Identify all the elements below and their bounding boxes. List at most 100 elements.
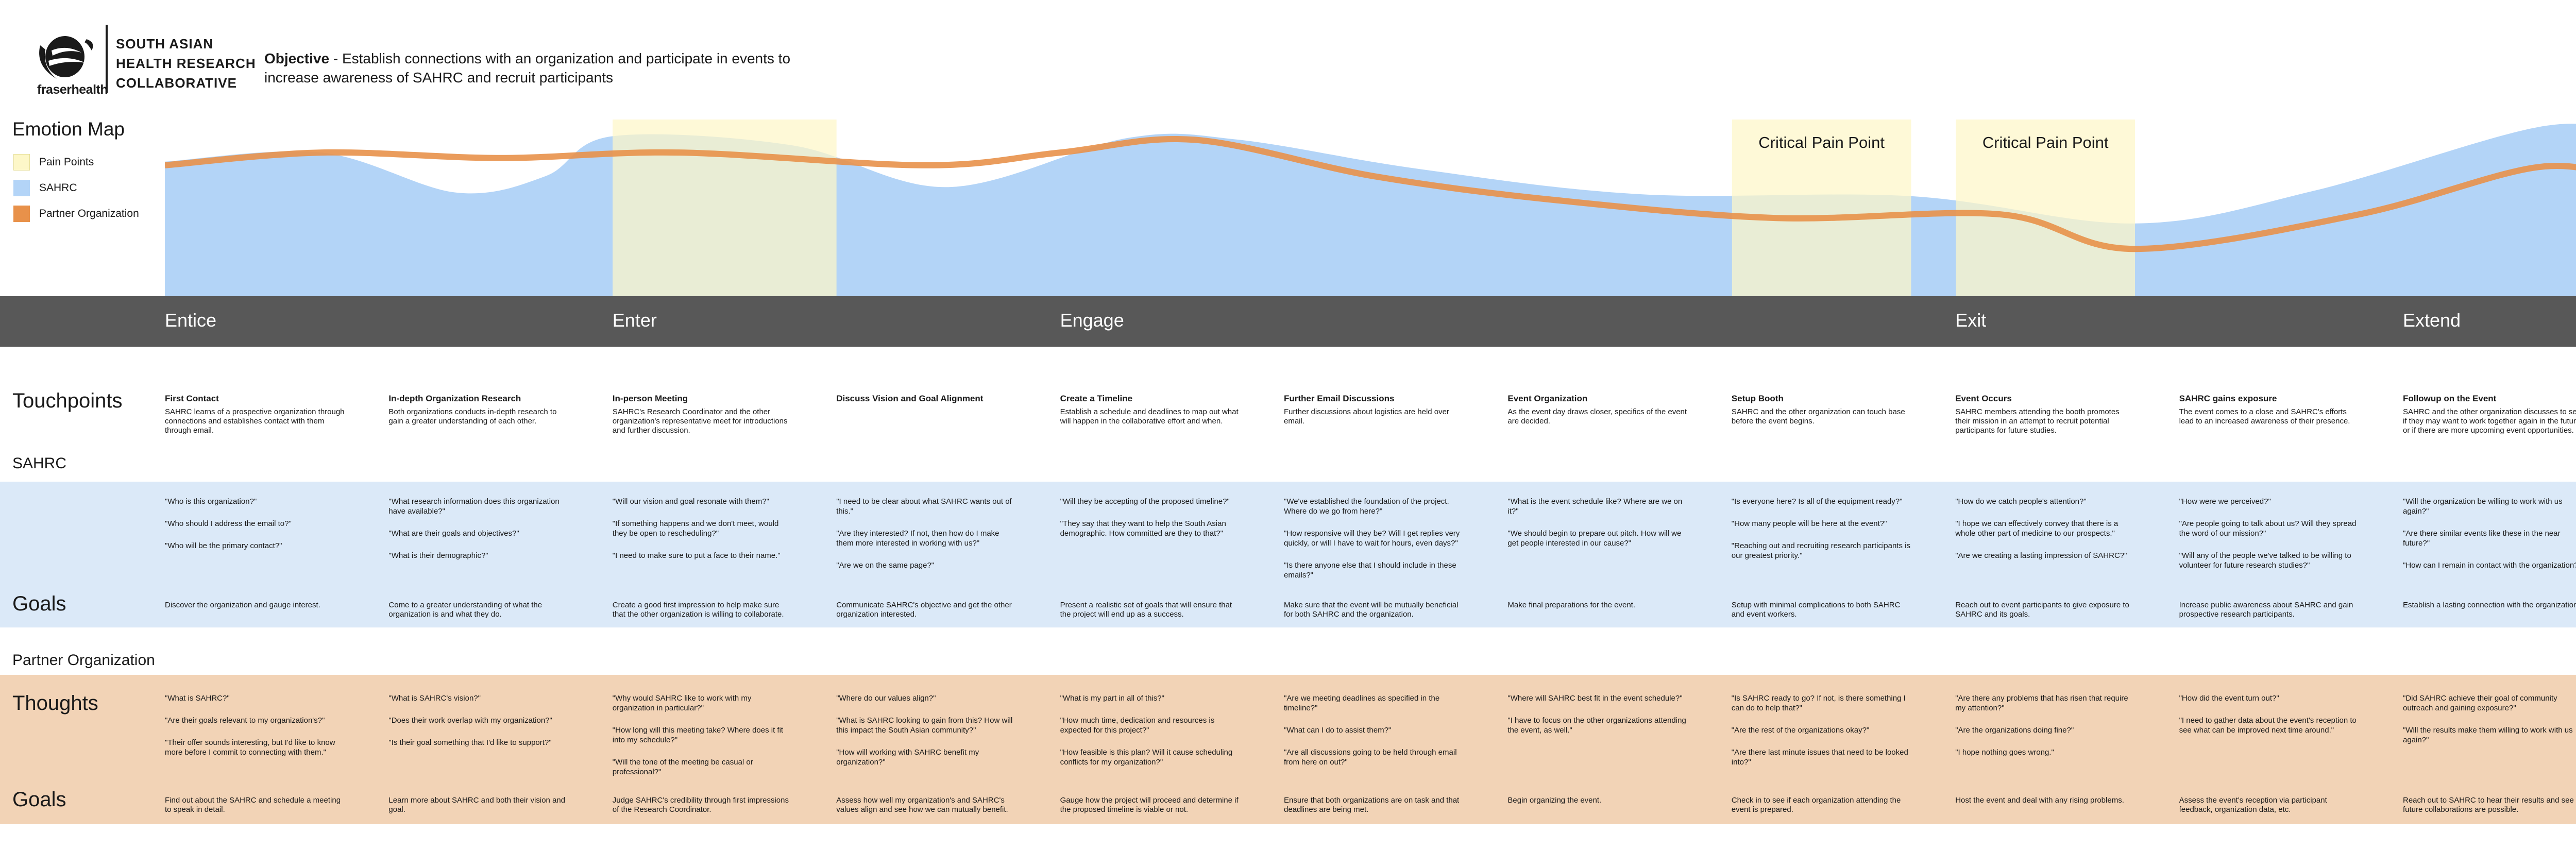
sahrc-questions: "What research information does this org… xyxy=(388,497,569,573)
sahrc-questions: "How do we catch people's attention?" "I … xyxy=(1955,497,2136,573)
partner-thought: "Are the organizations doing fine?" xyxy=(1955,726,2074,735)
pain-point-region-1 xyxy=(613,120,837,296)
stage-exit: Exit xyxy=(1955,310,1987,331)
touchpoint-description: SAHRC's Research Coordinator and the oth… xyxy=(612,407,788,435)
sahrc-goal: Make sure that the event will be mutuall… xyxy=(1284,601,1459,619)
partner-thought: "Are there last minute issues that need … xyxy=(1731,748,1908,767)
sahrc-question: "Will they be accepting of the proposed … xyxy=(1060,497,1230,506)
touchpoint-title: Event Occurs xyxy=(1955,394,2012,403)
partner-thoughts: "Are there any problems that has risen t… xyxy=(1955,693,2136,770)
sahrc-question: "I need to be clear about what SAHRC wan… xyxy=(836,497,1012,516)
partner-thought: "Will the results make them willing to w… xyxy=(2403,726,2573,744)
touchpoint-description: SAHRC and the other organization discuss… xyxy=(2403,407,2576,435)
partner-thoughts: "Where will SAHRC best fit in the event … xyxy=(1507,693,1688,747)
partner-thought: "I need to gather data about the event's… xyxy=(2179,716,2357,735)
sahrc-emotion-area xyxy=(165,124,2576,296)
partner-thought: "Will the tone of the meeting be casual … xyxy=(612,758,753,776)
touchpoint-description: SAHRC and the other organization can tou… xyxy=(1731,407,1905,426)
sahrc-questions: "Will our vision and goal resonate with … xyxy=(613,497,793,573)
sahrc-goal: Come to a greater understanding of what … xyxy=(388,601,543,619)
sahrc-questions: "How were we perceived?" "Are people goin… xyxy=(2179,497,2360,583)
touchpoint-title: Discuss Vision and Goal Alignment xyxy=(836,394,984,403)
partner-thoughts: "Are we meeting deadlines as specified i… xyxy=(1284,693,1464,779)
touchpoint: Create a Timeline Establish a schedule an… xyxy=(1060,394,1241,426)
partner-thoughts: "Is SAHRC ready to go? If not, is there … xyxy=(1732,693,1912,779)
partner-thought: "Are their goals relevant to my organiza… xyxy=(165,716,325,725)
partner-thoughts: "What is SAHRC?" "Are their goals relevan… xyxy=(165,693,345,770)
touchpoint-title: Further Email Discussions xyxy=(1284,394,1395,403)
sahrc-question: "I need to make sure to put a face to th… xyxy=(612,551,781,560)
objective-body: - Establish connections with an organiza… xyxy=(264,50,791,86)
touchpoint-description: As the event day draws closer, specifics… xyxy=(1507,407,1687,426)
sahrc-question: "Are we on the same page?" xyxy=(836,561,935,570)
partner-goal: Judge SAHRC's credibility through first … xyxy=(612,796,789,814)
partner-goals-label: Goals xyxy=(12,788,66,811)
touchpoint: In-person Meeting SAHRC's Research Coordi… xyxy=(613,394,793,435)
sahrc-question: "Will any of the people we've talked to … xyxy=(2179,551,2351,570)
sahrc-question: "Are there similar events like these in … xyxy=(2403,529,2561,548)
partner-thought: "I have to focus on the other organizati… xyxy=(1507,716,1686,735)
sahrc-questions: "Will they be accepting of the proposed … xyxy=(1060,497,1241,551)
partner-goal: Learn more about SAHRC and both their vi… xyxy=(388,796,566,814)
stage-enter: Enter xyxy=(612,310,657,331)
sahrc-question: "What research information does this org… xyxy=(388,497,560,516)
sahrc-goal: Present a realistic set of goals that wi… xyxy=(1060,601,1232,619)
partner-thought: "How will working with SAHRC benefit my … xyxy=(836,748,979,767)
sahrc-questions: "Is everyone here? Is all of the equipme… xyxy=(1732,497,1912,573)
partner-thought: "What is SAHRC's vision?" xyxy=(388,694,481,703)
sahrc-question: "How can I remain in contact with the or… xyxy=(2403,561,2576,570)
sahrc-questions: "Will the organization be willing to wor… xyxy=(2403,497,2576,583)
touchpoint: Setup Booth SAHRC and the other organizat… xyxy=(1732,394,1912,426)
partner-thoughts: "What is my part in all of this?" "How mu… xyxy=(1060,693,1241,779)
sahrc-goal: Communicate SAHRC's objective and get th… xyxy=(836,601,1012,619)
sahrc-question: "Reaching out and recruiting research pa… xyxy=(1731,541,1910,560)
legend-label: SAHRC xyxy=(39,182,77,194)
partner-goal: Ensure that both organizations are on ta… xyxy=(1284,796,1460,814)
sahrc-question: "What is their demographic?" xyxy=(388,551,488,560)
touchpoint-description: Further discussions about logistics are … xyxy=(1284,407,1449,426)
objective-label: Objective xyxy=(264,50,330,66)
sahrc-question: "Is everyone here? Is all of the equipme… xyxy=(1731,497,1903,506)
stage-entice: Entice xyxy=(165,310,217,331)
fraserhealth-logo-icon xyxy=(39,36,93,79)
sahrc-question: "How were we perceived?" xyxy=(2179,497,2271,506)
sahrc-question: "Are we creating a lasting impression of… xyxy=(1955,551,2127,560)
partner-thoughts: "Did SAHRC achieve their goal of communi… xyxy=(2403,693,2576,757)
sahrc-goal: Increase public awareness about SAHRC an… xyxy=(2179,601,2353,619)
sahrc-goal: Create a good first impression to help m… xyxy=(612,601,784,619)
legend-label: Partner Organization xyxy=(39,208,139,219)
touchpoint-title: Setup Booth xyxy=(1731,394,1784,403)
partner-thoughts: "Why would SAHRC like to work with my or… xyxy=(613,693,793,789)
touchpoint: SAHRC gains exposure The event comes to a… xyxy=(2179,394,2360,426)
sahrc-question: "Are they interested? If not, then how d… xyxy=(836,529,999,548)
legend-swatch xyxy=(13,154,30,171)
pain-point-region-2 xyxy=(1732,120,1911,296)
partner-goal: Check in to see if each organization att… xyxy=(1731,796,1901,814)
partner-thought: "Did SAHRC achieve their goal of communi… xyxy=(2403,694,2557,712)
thoughts-label: Thoughts xyxy=(12,692,98,715)
partner-goal: Gauge how the project will proceed and d… xyxy=(1060,796,1239,814)
touchpoint-title: In-depth Organization Research xyxy=(388,394,521,403)
touchpoint-title: First Contact xyxy=(165,394,219,403)
sahrc-question: "Is there anyone else that I should incl… xyxy=(1284,561,1456,580)
sahrc-goal: Setup with minimal complications to both… xyxy=(1731,601,1901,619)
pain-point-region-3 xyxy=(1956,120,2135,296)
sahrc-goal: Make final preparations for the event. xyxy=(1507,601,1636,609)
partner-thought: "What is SAHRC?" xyxy=(165,694,230,703)
sahrc-goal: Establish a lasting connection with the … xyxy=(2403,601,2576,609)
touchpoint: Event Occurs SAHRC members attending the … xyxy=(1955,394,2136,435)
sahrc-question: "Who should I address the email to?" xyxy=(165,519,292,528)
partner-band xyxy=(0,675,2576,824)
partner-goal: Find out about the SAHRC and schedule a … xyxy=(165,796,341,814)
partner-thought: "Is their goal something that I'd like t… xyxy=(388,738,552,747)
partner-thoughts: "Where do our values align?" "What is SAH… xyxy=(836,693,1016,779)
sahrc-question: "What is the event schedule like? Where … xyxy=(1507,497,1683,516)
logo-divider xyxy=(106,25,108,93)
touchpoint: Event Organization As the event day draws… xyxy=(1507,394,1688,426)
org-name: SOUTH ASIAN HEALTH RESEARCH COLLABORATIV… xyxy=(116,36,256,91)
touchpoint: First Contact SAHRC learns of a prospecti… xyxy=(165,394,345,435)
touchpoint-title: Followup on the Event xyxy=(2403,394,2497,403)
partner-thought: "How long will this meeting take? Where … xyxy=(612,726,784,744)
partner-thought: "Are all discussions going to be held th… xyxy=(1284,748,1457,767)
sahrc-question: "Who will be the primary contact?" xyxy=(165,541,282,550)
